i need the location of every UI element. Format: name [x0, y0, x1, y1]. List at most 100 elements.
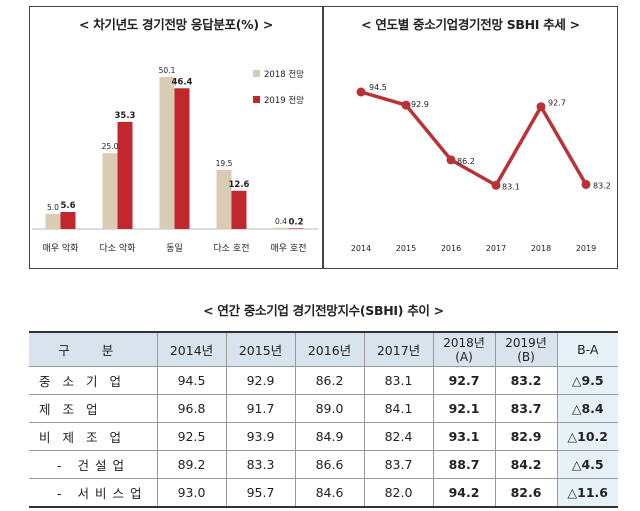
table-cell: 94.2 [432, 478, 495, 508]
header-2018-year: 2018년 [443, 335, 485, 350]
table-cell: 83.2 [494, 366, 557, 395]
point-value-label: 92.9 [411, 100, 429, 109]
x-tick-label: 2015 [396, 244, 416, 253]
data-point [581, 179, 591, 189]
table-cell: △8.4 [556, 394, 618, 423]
table-cell: 84.2 [494, 450, 557, 479]
table-cell: 91.7 [225, 394, 295, 423]
data-point [446, 155, 456, 165]
table-cell: 88.7 [432, 450, 495, 479]
bar-2018-0 [45, 213, 61, 229]
bar-value-label: 0.4 [275, 217, 287, 226]
x-tick-label: 2016 [441, 244, 461, 253]
table-cell: 84.1 [363, 394, 433, 423]
table-cell: 93.0 [156, 478, 226, 508]
header-2018-a: 2018년 (A) [432, 331, 495, 367]
table-cell: 92.9 [225, 366, 295, 395]
table-cell: 83.7 [363, 450, 433, 479]
point-value-label: 83.1 [502, 182, 520, 191]
series-line [360, 90, 588, 188]
category-label: 매우 호전 [271, 243, 307, 254]
row-label: - 건설업 [29, 450, 157, 479]
table-cell: 83.3 [225, 450, 295, 479]
table-cell: △11.6 [556, 478, 618, 508]
header-2019-b-mark: (B) [517, 349, 535, 364]
table-cell: 94.5 [156, 366, 226, 395]
point-value-label: 83.2 [593, 181, 611, 190]
sbhi-table: 구 분 2014년 2015년 2016년 2017년 2018년 (A) 20… [29, 331, 618, 508]
x-tick-label: 2019 [576, 244, 596, 253]
table-cell: 82.6 [494, 478, 557, 508]
bar-2019-3 [231, 190, 247, 229]
table-row: 중소기업 94.5 92.9 86.2 83.1 92.7 83.2 △9.5 [29, 366, 618, 395]
bar-chart-title: < 차기년도 경기전망 응답분포(%) > [78, 17, 273, 32]
bar-2019-4 [288, 228, 304, 229]
table-cell: 93.9 [225, 422, 295, 451]
header-2014: 2014년 [156, 331, 226, 367]
bar-chart-panel: < 차기년도 경기전망 응답분포(%) > 5.0 5.6 매우 악화 25.0 35.… [29, 6, 323, 269]
table-cell: 83.7 [494, 394, 557, 423]
table-cell: 93.1 [432, 422, 495, 451]
row-label: 비제조업 [29, 422, 157, 451]
table-title: < 연간 중소기업 경기전망지수(SBHI) 추이 > [203, 303, 444, 318]
row-label: - 서비스업 [29, 478, 157, 508]
category-label: 다소 악화 [100, 242, 136, 254]
bar-2018-2 [159, 77, 175, 229]
table-cell: 86.6 [294, 450, 364, 479]
x-tick-label: 2014 [351, 244, 371, 253]
table-cell: 86.2 [294, 366, 364, 395]
header-category: 구 분 [29, 331, 157, 367]
table-cell: 89.2 [156, 450, 226, 479]
category-label: 매우 악화 [43, 242, 79, 254]
table-header-row: 구 분 2014년 2015년 2016년 2017년 2018년 (A) 20… [29, 331, 618, 367]
header-2019-b: 2019년 (B) [494, 331, 557, 367]
category-label: 다소 호전 [214, 243, 250, 254]
table-row: - 서비스업 93.0 95.7 84.6 82.0 94.2 82.6 △11.6 [29, 478, 618, 508]
x-tick-label: 2017 [486, 244, 506, 253]
bar-value-label: 5.0 [47, 203, 59, 212]
bar-2018-3 [216, 169, 232, 229]
row-label: 중소기업 [29, 366, 157, 395]
bar-2018-1 [102, 153, 118, 229]
header-2015: 2015년 [225, 331, 295, 367]
table-cell: 82.9 [494, 422, 557, 451]
category-label: 동일 [166, 243, 183, 254]
header-2019-year: 2019년 [505, 335, 547, 350]
line-chart: 94.5 2014 92.9 2015 86.2 2016 83.1 2017 92.7 2018… [351, 83, 611, 253]
line-chart-title: < 연도별 중소기업경기전망 SBHI 추세 > [361, 17, 580, 32]
data-point [356, 87, 366, 97]
bar-2018-4 [273, 227, 289, 229]
bar-2019-0 [60, 212, 76, 229]
bar-value-label: 46.4 [172, 77, 193, 87]
x-tick-label: 2018 [531, 244, 551, 253]
legend-swatch [253, 70, 260, 77]
bar-value-label: 12.6 [229, 180, 250, 190]
legend-label: 2018 전망 [264, 69, 304, 80]
bar-value-label: 50.1 [159, 66, 176, 75]
legend-label: 2019 전망 [264, 95, 304, 106]
table-cell: 92.7 [432, 366, 495, 395]
table-cell: 92.5 [156, 422, 226, 451]
table-cell: 92.1 [432, 394, 495, 423]
point-value-label: 86.2 [457, 157, 475, 166]
bar-2019-2 [174, 88, 190, 230]
bar-chart: 5.0 5.6 매우 악화 25.0 35.3 다소 악화 50.1 46.4 동일 19.5 12… [32, 66, 318, 254]
data-point [491, 180, 501, 190]
table-cell: 82.0 [363, 478, 433, 508]
bar-value-label: 19.5 [216, 159, 233, 168]
table-cell: 84.6 [294, 478, 364, 508]
table-row: 비제조업 92.5 93.9 84.9 82.4 93.1 82.9 △10.2 [29, 422, 618, 451]
legend-swatch [253, 96, 260, 103]
data-point [401, 100, 411, 110]
data-point [536, 102, 546, 112]
table-cell: △10.2 [556, 422, 618, 451]
table-cell: 95.7 [225, 478, 295, 508]
table-row: 제조업 96.8 91.7 89.0 84.1 92.1 83.7 △8.4 [29, 394, 618, 423]
line-chart-panel: < 연도별 중소기업경기전망 SBHI 추세 > 94.5 2014 92.9 201… [323, 6, 618, 269]
point-value-label: 94.5 [369, 83, 387, 92]
point-value-label: 92.7 [548, 99, 566, 108]
table-cell: △4.5 [556, 450, 618, 479]
table-cell: 84.9 [294, 422, 364, 451]
bar-value-label: 5.6 [60, 201, 75, 211]
table-cell: 83.1 [363, 366, 433, 395]
